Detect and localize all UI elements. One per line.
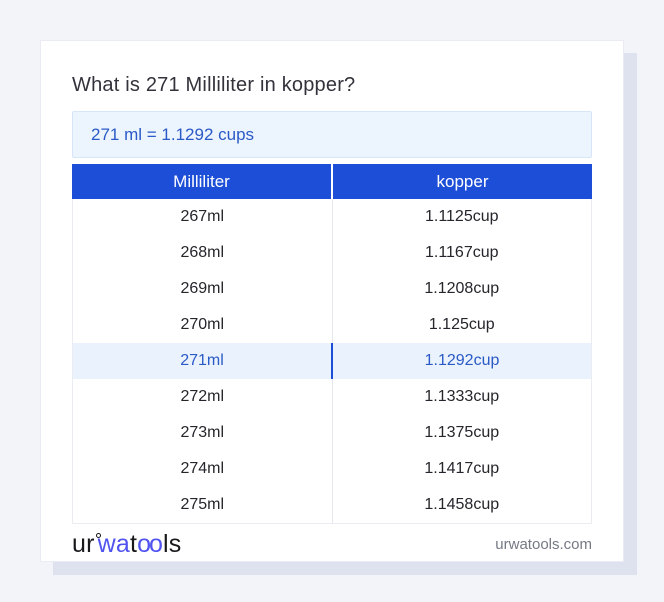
table-row: 268ml 1.1167cup — [73, 235, 591, 271]
ml-value: 270ml — [73, 307, 333, 343]
table-header-milliliter: Milliliter — [72, 164, 333, 199]
ml-value: 272ml — [73, 379, 333, 415]
ml-value: 275ml — [73, 487, 333, 523]
logo-ring-icon — [95, 533, 101, 538]
logo-segment: t — [130, 530, 138, 558]
table-row: 272ml 1.1333cup — [73, 379, 591, 415]
logo-segment: ur — [72, 530, 95, 558]
table-row: 273ml 1.1375cup — [73, 415, 591, 451]
table-row: 274ml 1.1417cup — [73, 451, 591, 487]
site-domain-text: urwatools.com — [495, 535, 592, 553]
cup-value: 1.1417cup — [424, 460, 500, 477]
ml-value[interactable]: 271ml — [73, 343, 333, 379]
table-row: 267ml 1.1125cup — [73, 199, 591, 235]
cup-value: 1.1458cup — [424, 496, 500, 513]
table-row: 270ml 1.125cup — [73, 307, 591, 343]
cup-value: 1.1333cup — [424, 388, 500, 405]
cup-value: 1.1208cup — [424, 280, 500, 297]
converter-card: What is 271 Milliliter in kopper? 271 ml… — [40, 40, 624, 562]
conversion-result-box: 271 ml = 1.1292 cups — [72, 111, 592, 158]
cup-value: 1.1125cup — [424, 208, 499, 225]
conversion-result-text: 271 ml = 1.1292 cups — [91, 124, 255, 144]
table-body: 267ml 1.1125cup 268ml 1.1167cup 269ml 1.… — [72, 199, 592, 524]
cup-value: 1.125cup — [428, 316, 495, 333]
logo-segment: wa — [97, 530, 130, 558]
urwatools-logo[interactable]: ur watools — [72, 530, 181, 558]
table-row: 269ml 1.1208cup — [73, 271, 591, 307]
conversion-table: Milliliter kopper 267ml 1.1125cup 268ml … — [72, 164, 592, 524]
ml-value: 269ml — [73, 271, 333, 307]
ml-value: 273ml — [73, 415, 333, 451]
logo-segment: ls — [162, 530, 182, 558]
card-footer: ur watools urwatools.com — [41, 525, 623, 563]
table-header-kopper: kopper — [436, 171, 489, 191]
cup-value: 1.1167cup — [424, 244, 499, 261]
ml-value: 274ml — [73, 451, 333, 487]
cup-value: 1.1375cup — [424, 424, 500, 441]
ml-value: 268ml — [73, 235, 333, 271]
page-title: What is 271 Milliliter in kopper? — [72, 74, 356, 96]
logo-segment: oo — [137, 530, 163, 558]
cup-value[interactable]: 1.1292cup — [424, 352, 500, 369]
table-row-highlighted[interactable]: 271ml 1.1292cup — [73, 343, 591, 379]
ml-value: 267ml — [73, 199, 333, 235]
table-header-row: Milliliter kopper — [72, 164, 592, 199]
table-row: 275ml 1.1458cup — [73, 487, 591, 523]
